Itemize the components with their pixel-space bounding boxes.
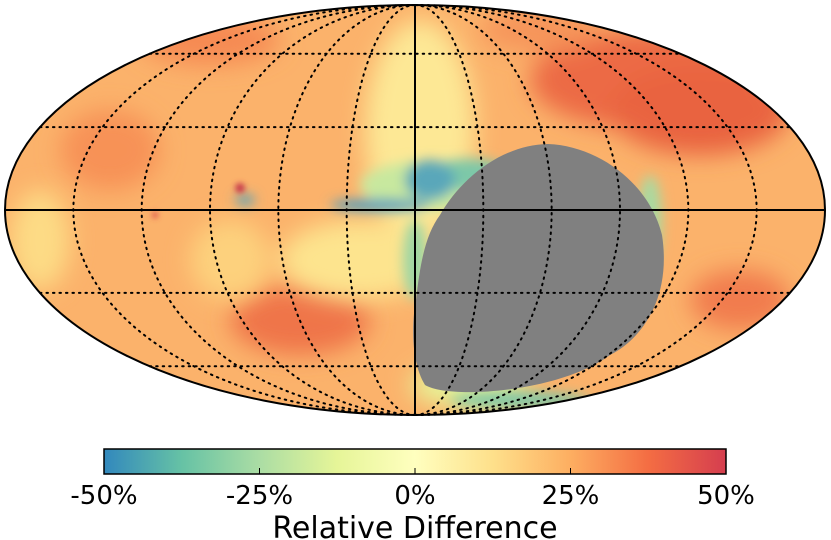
meridian-line [414,4,553,416]
masked-region [413,144,664,393]
graticule [5,4,825,416]
colorbar: -50% -25% 0% 25% 50% Relative Difference [70,448,755,540]
colorbar-ticks: -50% -25% 0% 25% 50% [70,468,755,511]
colorbar-label: Relative Difference [272,511,557,540]
meridian-line [208,4,416,416]
colorbar-tick-label: -50% [70,481,137,511]
heatmap-spots [152,183,245,218]
colorbar-tick-label: -25% [226,481,293,511]
colorbar-tick-label: 50% [697,481,755,511]
colorbar-tick-label: 25% [542,481,600,511]
map-outline [4,4,826,416]
colorbar-tick-label: 0% [394,481,435,511]
